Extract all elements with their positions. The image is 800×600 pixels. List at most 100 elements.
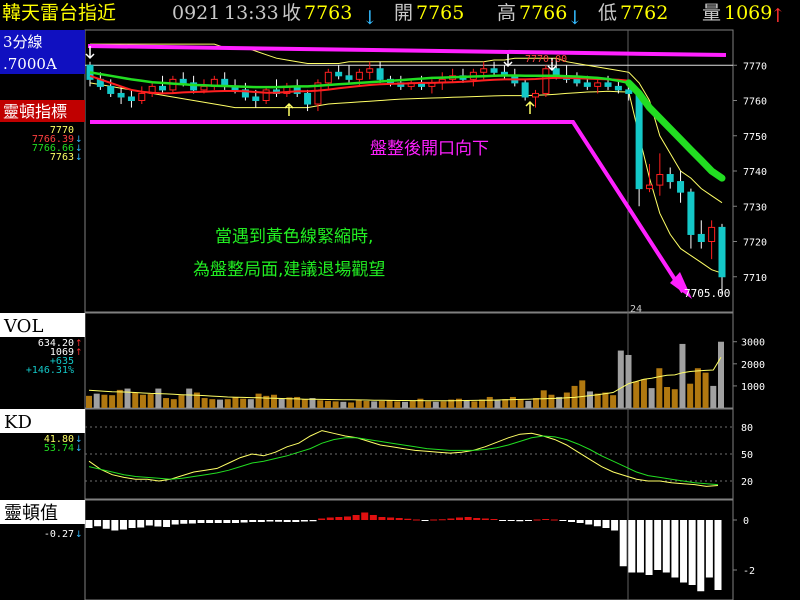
- lingdun-bar: [464, 517, 472, 520]
- candle-body: [687, 191, 695, 235]
- volume-bar: [348, 402, 355, 408]
- price-axis-label: 7710: [743, 273, 767, 284]
- volume-bar: [425, 401, 432, 408]
- lingdun-bar: [361, 512, 369, 520]
- lingdun-axis-label: -2: [743, 566, 755, 577]
- lingdun-bar: [154, 520, 162, 527]
- lingdun-bar: [559, 520, 567, 521]
- volume-bar: [301, 399, 308, 408]
- band-lower-line: [89, 82, 723, 274]
- lingdun-bar: [593, 520, 601, 527]
- lingdun-bar: [662, 520, 670, 573]
- volume-bar: [386, 400, 393, 408]
- volume-legend-arrow-icon: ↑: [75, 339, 83, 349]
- lingdun-bar: [257, 520, 265, 522]
- lingdun-bar: [611, 520, 619, 531]
- volume-bar: [594, 393, 601, 408]
- lingdun-bar: [240, 520, 248, 523]
- quote-header: 韓天雷台指近 0921 13:33 收 7763 ↓ 開 7765 高 7766…: [0, 0, 800, 29]
- kd-d-line: [88, 435, 719, 486]
- candle-body: [117, 92, 125, 98]
- candle-body: [666, 174, 674, 183]
- open-label: 開: [394, 2, 414, 24]
- candle-body: [604, 82, 612, 87]
- volume-bar: [270, 394, 277, 408]
- volume-label: 量: [702, 2, 722, 24]
- volume-bar: [525, 400, 532, 408]
- lingdun-bar: [188, 520, 196, 524]
- breakdown-annotation-line: [90, 120, 685, 294]
- volume-bar: [402, 401, 408, 408]
- volume-bar: [417, 398, 424, 408]
- close-value: 7763: [304, 2, 353, 24]
- lingdun-bar: [137, 520, 145, 528]
- candle-body: [490, 68, 498, 73]
- volume-bar: [509, 396, 516, 408]
- volume-bar: [656, 368, 663, 408]
- ma-green-down-segment: [625, 79, 726, 182]
- volume-bar: [124, 388, 131, 408]
- lingdun-bar: [145, 520, 153, 526]
- open-value: 7765: [416, 2, 465, 24]
- candle-body: [314, 82, 322, 105]
- volume-bar: [278, 398, 285, 408]
- volume-bar: [309, 398, 316, 408]
- volume-bar: [286, 397, 293, 408]
- lingdun-bar: [688, 520, 696, 585]
- volume-bar: [486, 396, 493, 408]
- lingdun-bar: [111, 520, 119, 531]
- candle-body: [355, 71, 363, 80]
- ma-green-line: [89, 71, 723, 180]
- symbol-name: 韓天雷台指近: [2, 2, 117, 24]
- lingdun-bar: [705, 520, 713, 578]
- volume-bar: [648, 388, 655, 408]
- volume-bar: [332, 401, 339, 408]
- lingdun-bar: [680, 520, 688, 583]
- annotation-breakdown-text: 盤整後開口向下: [370, 139, 489, 159]
- lingdun-bar: [568, 520, 576, 522]
- lingdun-legend-arrow-icon: ↓: [75, 530, 83, 540]
- panel-frame-vol: [84, 312, 734, 409]
- lingdun-bar: [318, 518, 326, 520]
- lingdun-bar: [326, 517, 334, 520]
- lingdun-panel-title-box: [0, 500, 85, 524]
- high-down-arrow-icon: ↓: [567, 7, 583, 29]
- volume-bar: [170, 399, 177, 408]
- lingdun-bar: [490, 519, 498, 520]
- volume-bar: [116, 389, 123, 408]
- contract-code: 0921: [172, 2, 221, 24]
- lingdun-bar: [266, 520, 274, 522]
- lingdun-bar: [163, 520, 171, 527]
- lingdun-bar: [430, 519, 438, 521]
- price-axis-label: 7720: [743, 238, 767, 249]
- lingdun-bar: [456, 517, 464, 520]
- lingdun-bar: [395, 518, 403, 520]
- lingdun-bar: [628, 520, 636, 573]
- volume-legend-value: 634.20: [38, 338, 74, 349]
- volume-bar: [255, 393, 262, 408]
- volume-bar: [579, 380, 586, 408]
- lingdun-bar: [481, 518, 489, 520]
- volume-legend-value: +635: [50, 356, 74, 367]
- breakdown-arrowhead-icon: [670, 272, 692, 299]
- unit-label: .7000A: [3, 55, 57, 73]
- volume-bar: [502, 399, 509, 408]
- lingdun-bar: [214, 520, 222, 523]
- volume-bar: [232, 396, 239, 408]
- lingdun-bar: [524, 520, 532, 521]
- volume-up-arrow-icon: ↑: [770, 5, 786, 27]
- price-legend-value: 7763: [50, 152, 74, 163]
- lingdun-bar: [412, 519, 420, 521]
- candle-body: [335, 71, 343, 77]
- high-value: 7766: [519, 2, 568, 24]
- lingdun-bar: [275, 520, 283, 522]
- candle-body: [241, 89, 249, 98]
- lingdun-bar: [369, 515, 377, 520]
- volume-bar: [694, 368, 701, 408]
- price-legend-arrow-icon: ↓: [75, 153, 83, 163]
- volume-bar: [563, 392, 570, 408]
- volume-bar: [440, 401, 447, 408]
- candle-body: [708, 226, 716, 242]
- peak-price-label: 7770.00: [525, 54, 567, 65]
